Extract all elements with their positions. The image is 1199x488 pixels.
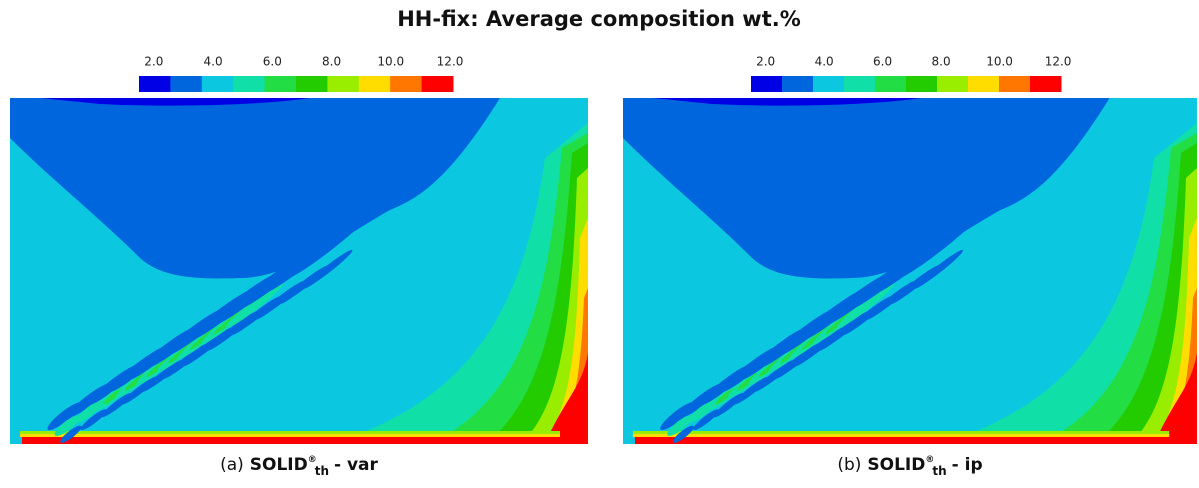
caption: (a) SOLID® th - var (220, 455, 378, 478)
colorbar-tick-label: 2.0 (756, 55, 775, 69)
colorbar-segment (999, 76, 1031, 92)
colorbar-tick-label: 4.0 (204, 55, 223, 69)
colorbar-segment (139, 76, 171, 92)
colorbar-segment (968, 76, 1000, 92)
colorbar-segment (358, 76, 391, 92)
colorbar-tick-label: 10.0 (377, 55, 404, 69)
colorbar-segment (327, 76, 360, 92)
figure-title: HH-fix: Average composition wt.% (397, 7, 801, 31)
colorbar-segment (201, 76, 234, 92)
caption-label: (b) (837, 455, 861, 475)
colorbar-segment (906, 76, 938, 92)
colorbar-segment (233, 76, 266, 92)
colorbar-segment (390, 76, 423, 92)
colorbar-segment (875, 76, 907, 92)
caption-suffix: - var (334, 455, 379, 475)
caption-name: SOLID (867, 455, 925, 475)
colorbar-segment (844, 76, 876, 92)
colorbar-segment (1030, 76, 1062, 92)
colorbar-segment (782, 76, 814, 92)
colorbar-segment (296, 76, 328, 92)
colorbar-tick-label: 8.0 (932, 55, 951, 69)
caption-sub: th (315, 464, 329, 478)
caption-name: SOLID (250, 455, 308, 475)
colorbar-tick-label: 8.0 (322, 55, 341, 69)
contour-field (623, 98, 1197, 447)
colorbar-tick-label: 12.0 (437, 55, 464, 69)
contour-field (10, 98, 588, 447)
colorbar-tick-label: 6.0 (263, 55, 282, 69)
colorbar-tick-label: 2.0 (144, 55, 163, 69)
caption-sup: ® (308, 455, 317, 465)
caption-label: (a) (220, 455, 244, 475)
colorbar-segment (813, 76, 845, 92)
colorbar-segment (170, 76, 203, 92)
colorbar-tick-label: 12.0 (1045, 55, 1072, 69)
caption-sub: th (932, 464, 946, 478)
colorbar-tick-label: 4.0 (815, 55, 834, 69)
colorbar-segment (751, 76, 783, 92)
colorbar-segment (264, 76, 297, 92)
colorbar-tick-label: 6.0 (873, 55, 892, 69)
colorbar-segment (421, 76, 454, 92)
caption-suffix: - ip (952, 455, 983, 475)
caption-sup: ® (925, 455, 934, 465)
caption: (b) SOLID® th - ip (837, 455, 982, 478)
colorbar-segment (937, 76, 969, 92)
colorbar-tick-label: 10.0 (986, 55, 1013, 69)
